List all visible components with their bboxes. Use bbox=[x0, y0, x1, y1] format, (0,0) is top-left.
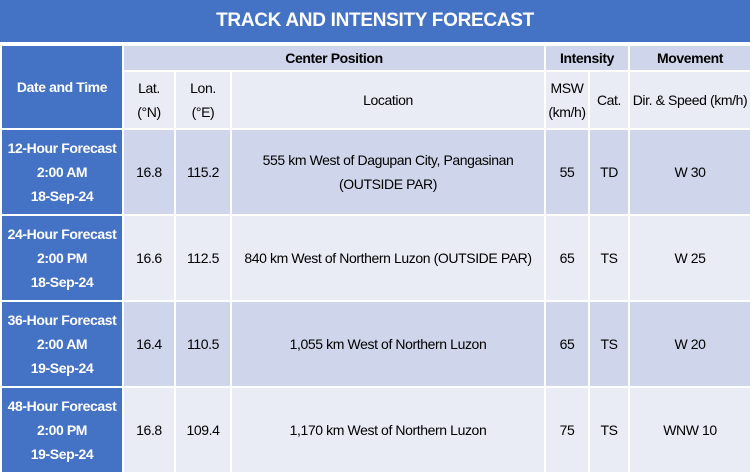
lon-cell: 112.5 bbox=[174, 214, 232, 302]
lon-header: Lon. (°E) bbox=[174, 70, 232, 130]
msw-header: MSW (km/h) bbox=[544, 70, 590, 130]
lat-cell: 16.6 bbox=[122, 214, 176, 302]
cat-cell: TD bbox=[588, 128, 630, 216]
header-row-columns: Lat. (°N) Lon. (°E) Location MSW (km/h) … bbox=[1, 70, 750, 130]
forecast-date: 18-Sep-24 bbox=[30, 274, 94, 290]
lon-cell: 109.4 bbox=[174, 386, 232, 474]
date-time-header: Date and Time bbox=[0, 44, 124, 130]
forecast-table: Date and Time Center Position Intensity … bbox=[0, 44, 750, 474]
forecast-time: 2:00 AM bbox=[36, 336, 88, 352]
lat-header-line1: Lat. bbox=[138, 80, 160, 96]
lon-cell: 110.5 bbox=[174, 300, 232, 388]
forecast-date: 19-Sep-24 bbox=[30, 446, 94, 462]
forecast-label: 24-Hour Forecast bbox=[7, 226, 117, 242]
lon-cell: 115.2 bbox=[174, 128, 232, 216]
movement-cell: WNW 10 bbox=[628, 386, 750, 474]
movement-cell: W 30 bbox=[628, 128, 750, 216]
lat-cell: 16.8 bbox=[122, 386, 176, 474]
forecast-label: 12-Hour Forecast bbox=[7, 140, 117, 156]
lat-header-line2: (°N) bbox=[137, 104, 161, 120]
forecast-date: 18-Sep-24 bbox=[30, 188, 94, 204]
lat-cell: 16.8 bbox=[122, 128, 176, 216]
lon-header-line2: (°E) bbox=[191, 104, 215, 120]
date-time-cell: 36-Hour Forecast 2:00 AM 19-Sep-24 bbox=[0, 300, 124, 388]
msw-header-line2: (km/h) bbox=[548, 104, 586, 120]
msw-cell: 55 bbox=[544, 128, 590, 216]
movement-cell: W 25 bbox=[628, 214, 750, 302]
movement-header: Movement bbox=[628, 44, 750, 72]
dir-speed-header: Dir. & Speed (km/h) bbox=[628, 70, 750, 130]
location-cell: 1,055 km West of Northern Luzon bbox=[230, 300, 546, 388]
date-time-cell: 24-Hour Forecast 2:00 PM 18-Sep-24 bbox=[0, 214, 124, 302]
table-row: 12-Hour Forecast 2:00 AM 18-Sep-24 16.8 … bbox=[0, 128, 750, 216]
msw-cell: 65 bbox=[544, 300, 590, 388]
forecast-time: 2:00 PM bbox=[36, 422, 88, 438]
date-time-cell: 48-Hour Forecast 2:00 PM 19-Sep-24 bbox=[0, 386, 124, 474]
msw-cell: 65 bbox=[544, 214, 590, 302]
msw-cell: 75 bbox=[544, 386, 590, 474]
msw-header-line1: MSW bbox=[550, 80, 584, 96]
location-cell: 555 km West of Dagupan City, Pangasinan … bbox=[230, 128, 546, 216]
header-row-groups: Date and Time Center Position Intensity … bbox=[0, 44, 750, 130]
table-row: 48-Hour Forecast 2:00 PM 19-Sep-24 16.8 … bbox=[0, 386, 750, 474]
date-time-cell: 12-Hour Forecast 2:00 AM 18-Sep-24 bbox=[0, 128, 124, 216]
table-row: 36-Hour Forecast 2:00 AM 19-Sep-24 16.4 … bbox=[0, 300, 750, 388]
lat-header: Lat. (°N) bbox=[122, 70, 176, 130]
forecast-label: 36-Hour Forecast bbox=[7, 312, 117, 328]
table-row: 24-Hour Forecast 2:00 PM 18-Sep-24 16.6 … bbox=[0, 214, 750, 302]
intensity-header: Intensity bbox=[544, 44, 630, 72]
forecast-time: 2:00 PM bbox=[36, 250, 88, 266]
forecast-label: 48-Hour Forecast bbox=[7, 398, 117, 414]
location-header: Location bbox=[230, 70, 546, 130]
cat-cell: TS bbox=[588, 214, 630, 302]
forecast-date: 19-Sep-24 bbox=[30, 360, 94, 376]
location-cell: 840 km West of Northern Luzon (OUTSIDE P… bbox=[230, 214, 546, 302]
table-title: TRACK AND INTENSITY FORECAST bbox=[0, 0, 750, 44]
location-cell: 1,170 km West of Northern Luzon bbox=[230, 386, 546, 474]
forecast-time: 2:00 AM bbox=[36, 164, 88, 180]
center-position-header: Center Position bbox=[122, 44, 546, 72]
cat-cell: TS bbox=[588, 386, 630, 474]
lat-cell: 16.4 bbox=[122, 300, 176, 388]
lon-header-line1: Lon. bbox=[190, 80, 216, 96]
cat-cell: TS bbox=[588, 300, 630, 388]
movement-cell: W 20 bbox=[628, 300, 750, 388]
cat-header: Cat. bbox=[588, 70, 630, 130]
